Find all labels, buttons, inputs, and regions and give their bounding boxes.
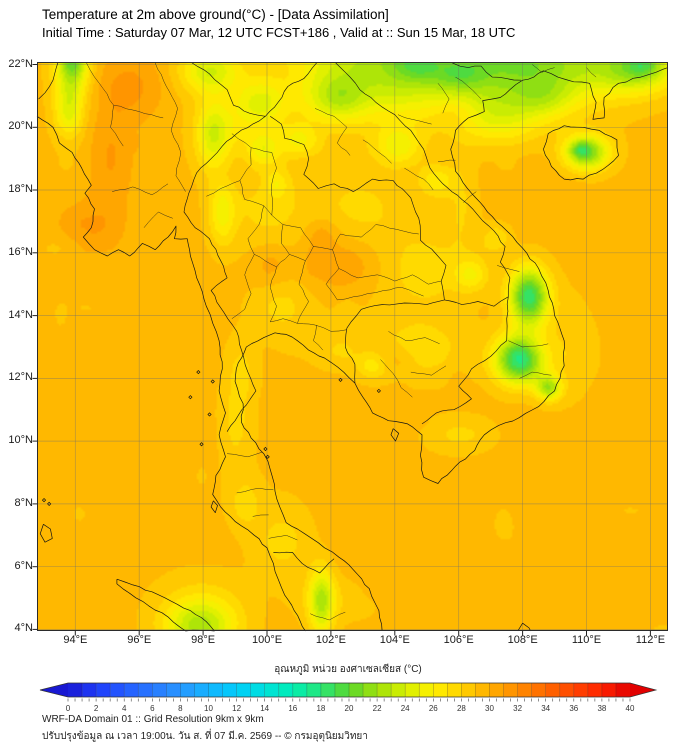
colorbar-segment [363, 683, 378, 697]
colorbar-segment [545, 683, 560, 697]
colorbar-segment [250, 683, 265, 697]
colorbar-tick-label: 36 [569, 704, 578, 713]
colorbar-arrow-right [630, 683, 656, 697]
x-axis-label: 108°E [507, 634, 538, 646]
colorbar-segment [587, 683, 602, 697]
y-axis-label: 12°N [8, 371, 33, 384]
colorbar-segment [82, 683, 97, 697]
colorbar-segment [475, 683, 490, 697]
colorbar-segment [559, 683, 574, 697]
y-axis-label: 4°N [14, 622, 33, 635]
colorbar-tick-label: 8 [178, 704, 183, 713]
page-subtitle: Initial Time : Saturday 07 Mar, 12 UTC F… [42, 25, 516, 40]
colorbar-segment [292, 683, 307, 697]
colorbar-segment [615, 683, 631, 697]
x-axis-label: 102°E [315, 634, 346, 646]
colorbar-tick-label: 32 [513, 704, 522, 713]
y-axis-label: 6°N [14, 559, 33, 572]
colorbar-segment [208, 683, 223, 697]
colorbar-segment [124, 683, 139, 697]
colorbar-segment [194, 683, 209, 697]
colorbar-title: อุณหภูมิ หน่วย องศาเซลเซียส (°C) [274, 664, 422, 675]
y-axis-label: 8°N [14, 496, 33, 509]
colorbar: 0 2 4 6 8 10 12 14 16 18 20 22 24 26 28 30 32 34 36 38 40 [0, 658, 676, 718]
y-axis-label: 16°N [8, 245, 33, 258]
colorbar-arrow-left [40, 683, 68, 697]
colorbar-tick-label: 22 [373, 704, 382, 713]
colorbar-tick-label: 20 [345, 704, 354, 713]
colorbar-tick-label: 10 [204, 704, 213, 713]
colorbar-tick-label: 16 [288, 704, 297, 713]
footer-domain-info: WRF-DA Domain 01 :: Grid Resolution 9km … [42, 714, 264, 725]
colorbar-segment [334, 683, 350, 697]
colorbar-segment [138, 683, 153, 697]
colorbar-segment [447, 683, 462, 697]
x-axis-label: 110°E [571, 634, 602, 646]
colorbar-segment [152, 683, 167, 697]
colorbar-tick-label: 18 [316, 704, 325, 713]
colorbar-segment [110, 683, 125, 697]
y-axis-label: 10°N [8, 434, 33, 447]
colorbar-segment [489, 683, 504, 697]
y-axis-label: 22°N [8, 57, 33, 70]
colorbar-segment [601, 683, 617, 697]
colorbar-tick-label: 34 [541, 704, 550, 713]
colorbar-segment [236, 683, 251, 697]
y-axis-label: 18°N [8, 183, 33, 196]
x-axis-label: 106°E [443, 634, 474, 646]
colorbar-outline [39, 682, 658, 698]
x-axis-label: 104°E [379, 634, 410, 646]
page-title: Temperature at 2m above ground(°C) - [Da… [42, 7, 389, 22]
colorbar-segment [433, 683, 448, 697]
colorbar-segment [180, 683, 195, 697]
colorbar-segment [222, 683, 237, 697]
colorbar-tick-label: 2 [94, 704, 99, 713]
x-axis-label: 112°E [635, 634, 666, 646]
colorbar-svg: 0 2 4 6 8 10 12 14 16 18 20 22 24 26 28 30 32 34 36 38 40 [39, 682, 658, 713]
colorbar-tick-label: 38 [597, 704, 606, 713]
colorbar-segment [264, 683, 279, 697]
x-axis-label: 94°E [63, 634, 88, 646]
colorbar-segment [166, 683, 181, 697]
colorbar-tick-label: 12 [232, 704, 241, 713]
colorbar-tick-label: 0 [66, 704, 71, 713]
colorbar-segment [391, 683, 406, 697]
colorbar-tick-label: 4 [122, 704, 127, 713]
colorbar-segment [405, 683, 420, 697]
x-axis-label: 98°E [191, 634, 216, 646]
y-axis-label: 20°N [8, 120, 33, 133]
colorbar-tick-label: 6 [150, 704, 155, 713]
colorbar-tick-label: 40 [626, 704, 635, 713]
colorbar-segment [68, 683, 83, 697]
colorbar-tick-label: 30 [485, 704, 494, 713]
colorbar-tick-label: 14 [260, 704, 269, 713]
colorbar-segment [306, 683, 321, 697]
colorbar-segment [377, 683, 392, 697]
x-axis-label: 100°E [251, 634, 283, 646]
colorbar-segment [419, 683, 434, 697]
colorbar-segment [503, 683, 518, 697]
colorbar-segment [349, 683, 364, 697]
colorbar-tick-label: 24 [401, 704, 410, 713]
y-axis-label: 14°N [8, 308, 33, 321]
colorbar-segment [320, 683, 336, 697]
colorbar-segment [96, 683, 111, 697]
colorbar-segment [573, 683, 588, 697]
colorbar-segment [461, 683, 476, 697]
colorbar-segment [531, 683, 546, 697]
colorbar-tick-label: 26 [429, 704, 438, 713]
colorbar-segment [278, 683, 293, 697]
temperature-heatmap-canvas [37, 62, 668, 631]
footer-update-info: ปรับปรุงข้อมูล ณ เวลา 19:00น. วัน ส. ที่… [42, 731, 368, 742]
colorbar-segment [517, 683, 532, 697]
x-axis-label: 96°E [127, 634, 152, 646]
colorbar-tick-label: 28 [457, 704, 466, 713]
